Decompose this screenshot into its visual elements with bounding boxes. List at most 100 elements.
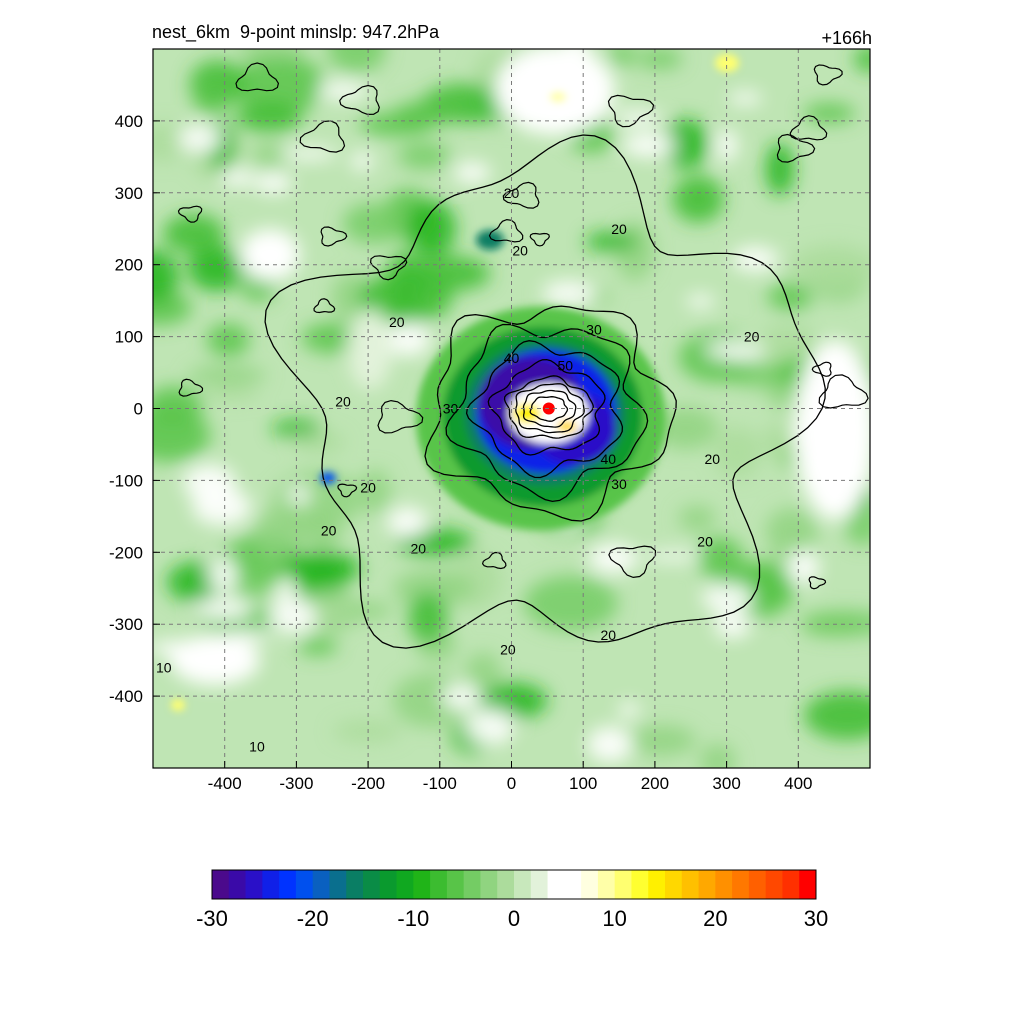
contour-label: 20	[512, 242, 528, 258]
x-tick-label: 100	[569, 774, 597, 793]
contour-line	[337, 483, 358, 498]
y-tick-label: 100	[115, 328, 143, 347]
colorbar-swatch	[715, 870, 733, 899]
colorbar-swatch	[497, 870, 515, 899]
y-tick-label: -300	[109, 615, 143, 634]
contour-label: 40	[504, 350, 520, 366]
contour-line	[502, 181, 540, 209]
y-tick-label: -400	[109, 687, 143, 706]
contour-label: 20	[611, 221, 627, 237]
contour-lines: 2020202020202020202020202030303040405010…	[156, 62, 869, 754]
colorbar-ticks: -30 -20 -10 0 10 20 30	[196, 906, 828, 931]
contour-line	[481, 551, 507, 570]
colorbar-swatch	[514, 870, 532, 899]
contour-label: 20	[335, 393, 351, 409]
colorbar-tick-label: 30	[804, 906, 828, 931]
contour-line	[377, 399, 424, 434]
x-tick-label: 300	[712, 774, 740, 793]
contour-line	[789, 115, 828, 141]
colorbar-swatch	[597, 870, 616, 899]
x-tick-label: 200	[641, 774, 669, 793]
y-tick-label: -100	[109, 471, 143, 490]
colorbar-tick-label: -30	[196, 906, 228, 931]
contour-label: 10	[156, 659, 172, 675]
colorbar-tick-label: 0	[508, 906, 520, 931]
colorbar-swatch	[212, 870, 230, 899]
contour-label: 30	[611, 476, 627, 492]
x-tick-label: -200	[351, 774, 385, 793]
contour-label: 20	[389, 314, 405, 330]
contour-label: 50	[557, 357, 573, 373]
shaded-field	[153, 49, 870, 768]
colorbar-swatch	[430, 870, 448, 899]
colorbar-swatch	[480, 870, 498, 899]
colorbar-swatch	[665, 870, 683, 899]
contour-line	[369, 255, 408, 281]
contour-label: 10	[249, 738, 265, 754]
contour-label: 20	[697, 534, 713, 550]
colorbar-swatch	[245, 870, 263, 899]
contour-line	[177, 205, 203, 223]
colorbar-swatch	[463, 870, 481, 899]
colorbar-tick-label: -20	[297, 906, 329, 931]
contour-line	[776, 133, 816, 163]
contour-label: 20	[744, 329, 760, 345]
colorbar-swatch	[413, 870, 431, 899]
y-tick-label: 400	[115, 112, 143, 131]
contour-line	[488, 218, 524, 243]
colorbar-swatch	[379, 870, 397, 899]
contour-line	[235, 62, 280, 92]
contour-label: 20	[360, 480, 376, 496]
contour-label: 20	[601, 627, 617, 643]
colorbar-swatch	[748, 870, 767, 899]
colorbar-tick-label: 10	[602, 906, 626, 931]
contour-line	[608, 545, 657, 579]
colorbar-swatch	[446, 870, 465, 899]
x-tick-label: -400	[208, 774, 242, 793]
colorbar-swatch	[279, 870, 297, 899]
y-tick-label: 0	[134, 400, 143, 419]
contour-label: 20	[504, 185, 520, 201]
contour-label: 20	[321, 523, 337, 539]
colorbar-swatch	[312, 870, 330, 899]
x-tick-label: -100	[423, 774, 457, 793]
contour-line	[607, 94, 655, 128]
colorbar-swatch	[732, 870, 750, 899]
chart-title: nest_6km 9-point minslp: 947.2hPa	[152, 22, 440, 42]
colorbar-swatch	[329, 870, 347, 899]
contour-line	[813, 64, 843, 86]
contour-label: 40	[601, 451, 617, 467]
colorbar-swatch	[698, 870, 716, 899]
colorbar-swatch	[631, 870, 649, 899]
contour-label: 30	[586, 321, 602, 337]
y-tick-label: 200	[115, 256, 143, 275]
contour-line	[424, 305, 677, 522]
colorbar-tick-label: 20	[703, 906, 727, 931]
colorbar-swatch	[765, 870, 783, 899]
x-tick-label: 0	[507, 774, 516, 793]
colorbar-swatch	[228, 870, 246, 899]
colorbar-swatch	[564, 870, 582, 899]
colorbar-swatch	[547, 870, 565, 899]
colorbar-swatch	[295, 870, 314, 899]
contour-line	[808, 576, 827, 590]
contour-label: 20	[704, 451, 720, 467]
colorbar-swatch	[530, 870, 548, 899]
contour-label: 20	[411, 541, 427, 557]
contour-label: 20	[500, 641, 516, 657]
contour-line	[178, 378, 204, 397]
y-tick-label: -200	[109, 543, 143, 562]
contour-line	[818, 374, 869, 409]
colorbar-swatch	[262, 870, 280, 899]
colorbar-tick-label: -10	[397, 906, 429, 931]
y-tick-label: 300	[115, 184, 143, 203]
colorbar-swatch	[396, 870, 414, 899]
forecast-hour-label: +166h	[821, 28, 872, 48]
x-axis: -400 -300 -200 -100 0 100 200 300 400	[208, 761, 812, 793]
contour-line	[529, 232, 550, 247]
colorbar-swatch	[681, 870, 699, 899]
x-tick-label: -300	[279, 774, 313, 793]
colorbar-swatch	[648, 870, 666, 899]
colorbar	[211, 869, 817, 900]
colorbar-swatch	[581, 870, 599, 899]
